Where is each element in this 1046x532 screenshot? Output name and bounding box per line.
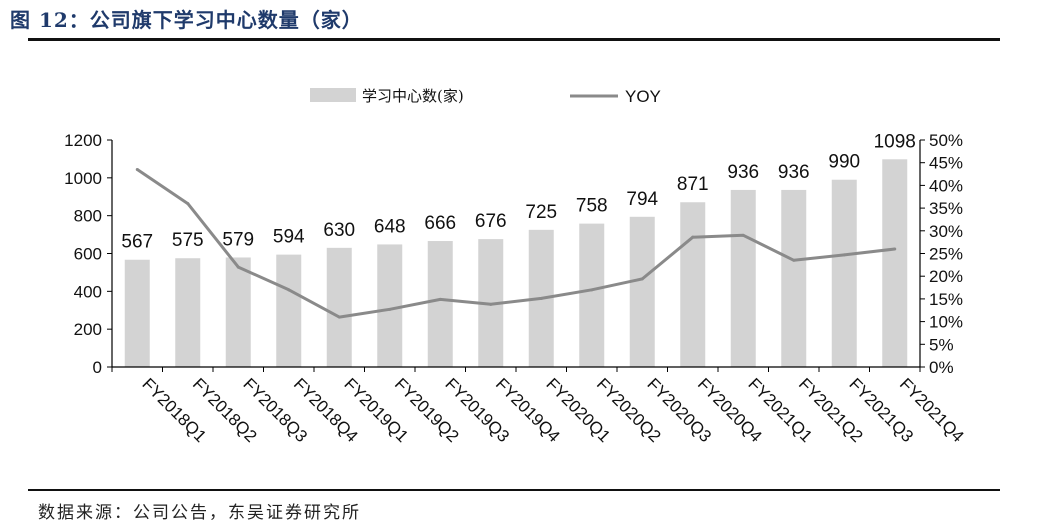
bar-value-label: 936 [727, 162, 759, 183]
source-rule [28, 489, 1000, 491]
bar-value-label: 594 [273, 227, 305, 248]
right-tick-label: 45% [929, 154, 963, 173]
yoy-line [136, 168, 895, 319]
yoy-point [741, 233, 745, 237]
yoy-point [539, 296, 543, 300]
right-tick-label: 30% [929, 222, 963, 241]
yoy-point [186, 202, 190, 206]
bar-value-label: 648 [374, 216, 406, 237]
yoy-point [893, 247, 897, 251]
right-tick-label: 10% [929, 313, 963, 332]
bar [124, 259, 150, 367]
bar [377, 244, 403, 367]
right-tick-label: 0% [929, 358, 954, 377]
yoy-point [590, 288, 594, 292]
yoy-point [438, 297, 442, 301]
source-note: 数据来源：公司公告，东吴证券研究所 [38, 503, 361, 523]
bar [831, 179, 857, 367]
bar [781, 189, 807, 367]
left-tick-label: 600 [74, 245, 102, 264]
bar [326, 247, 352, 367]
bar [579, 223, 605, 367]
bar [175, 258, 201, 367]
right-tick-label: 35% [929, 199, 963, 218]
yoy-point [842, 253, 846, 257]
legend: 学习中心数(家) YOY [310, 87, 661, 106]
bar-value-label: 666 [424, 213, 456, 234]
bar-value-label: 630 [323, 220, 355, 241]
bar-value-label: 725 [525, 202, 557, 223]
x-axis-ticks: FY2018Q1FY2018Q2FY2018Q3FY2018Q4FY2019Q1… [111, 367, 968, 446]
yoy-point [236, 265, 240, 269]
bar [882, 159, 908, 367]
bar-data-labels: 567 575 579 594 630 648 666 676 725 758 794 871 936 9… [121, 131, 915, 252]
yoy-point [337, 315, 341, 319]
right-tick-label: 40% [929, 176, 963, 195]
right-tick-label: 20% [929, 267, 963, 286]
bar [427, 241, 453, 367]
bar-value-label: 575 [172, 230, 204, 251]
legend-bar-label: 学习中心数(家) [362, 87, 464, 105]
right-tick-label: 25% [929, 245, 963, 264]
legend-line-label: YOY [625, 87, 661, 106]
bar-value-label: 758 [576, 196, 608, 217]
left-tick-label: 800 [74, 207, 102, 226]
yoy-point [135, 168, 139, 172]
left-tick-label: 1200 [64, 131, 102, 150]
right-axis-ticks: 0% 5% 10% 15% 20% 25% 30% 35% 40% 45% 50% [920, 131, 963, 377]
yoy-point [489, 302, 493, 306]
left-tick-label: 200 [74, 320, 102, 339]
bar-value-label: 990 [828, 152, 860, 173]
left-tick-label: 1000 [64, 169, 102, 188]
title-rule [28, 38, 1000, 41]
bar [225, 257, 251, 367]
bar-value-label: 871 [677, 174, 709, 195]
bar-value-label: 567 [121, 232, 153, 253]
figure-title: 图 12：公司旗下学习中心数量（家） [10, 8, 363, 32]
bar [680, 202, 706, 367]
bar-value-label: 936 [778, 162, 810, 183]
left-tick-label: 0 [93, 358, 102, 377]
yoy-point [287, 288, 291, 292]
right-tick-label: 5% [929, 335, 954, 354]
yoy-point [691, 235, 695, 239]
bar [276, 254, 302, 367]
bar [730, 189, 756, 367]
right-tick-label: 15% [929, 290, 963, 309]
bar-value-label: 1098 [874, 131, 916, 152]
bar-series [124, 159, 908, 367]
bar [629, 216, 655, 367]
yoy-point [640, 277, 644, 281]
left-tick-label: 400 [74, 282, 102, 301]
yoy-point [388, 307, 392, 311]
right-tick-label: 50% [929, 131, 963, 150]
bar-value-label: 676 [475, 211, 507, 232]
legend-bar-swatch [310, 88, 356, 102]
bar-value-label: 579 [222, 229, 254, 250]
left-axis-ticks: 0 200 400 600 800 1000 1200 [64, 131, 112, 377]
bar-value-label: 794 [626, 189, 658, 210]
yoy-point [792, 258, 796, 262]
yoy-line-series [135, 168, 897, 319]
